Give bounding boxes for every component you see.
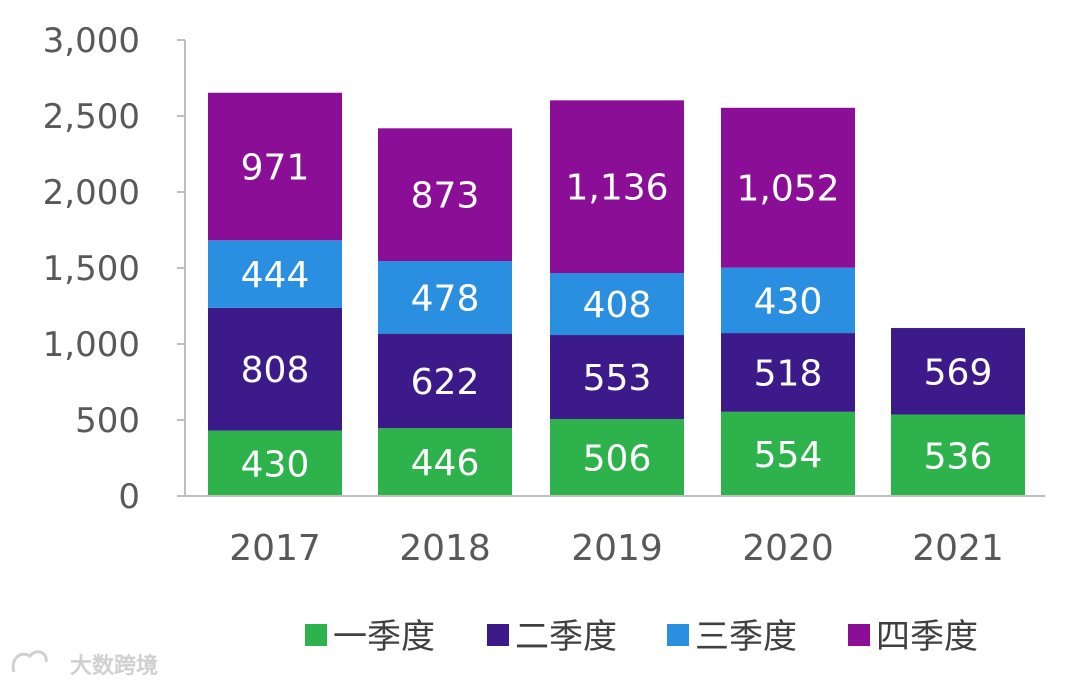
bar-segment — [378, 428, 512, 496]
x-tick-label: 2017 — [229, 528, 321, 569]
data-label: 553 — [583, 358, 652, 399]
y-tick-label: 0 — [118, 477, 140, 517]
legend-label: 三季度 — [695, 617, 797, 657]
data-label: 554 — [754, 435, 823, 476]
data-label: 518 — [754, 353, 823, 394]
data-label: 569 — [924, 352, 993, 393]
legend-label: 一季度 — [333, 617, 435, 657]
x-axis-ticks: 2017 2018 2019 2020 2021 — [229, 528, 1004, 569]
watermark-logo-icon — [11, 650, 48, 673]
bar-segment — [208, 430, 342, 496]
y-tick-label: 500 — [75, 401, 140, 441]
watermark-text: 大数跨境 — [70, 653, 158, 679]
bar-segment — [721, 411, 855, 496]
x-tick-label: 2018 — [399, 528, 491, 569]
legend-label: 四季度 — [876, 617, 978, 657]
bar-segment — [721, 107, 855, 268]
data-label: 1,136 — [565, 168, 668, 209]
bars: 430 808 444 971 446 622 478 873 506 553 408 1,136 55… — [208, 92, 1025, 496]
y-tick-label: 1,000 — [43, 325, 140, 365]
y-tick-label: 3,000 — [43, 21, 140, 61]
bar-segment — [378, 333, 512, 429]
data-label: 478 — [411, 278, 480, 319]
y-tick-label: 1,500 — [43, 249, 140, 289]
bar-segment — [550, 100, 684, 274]
x-tick-label: 2019 — [571, 528, 663, 569]
bar-segment — [891, 414, 1025, 496]
data-label: 446 — [411, 443, 480, 484]
legend-swatch — [667, 624, 689, 646]
legend-swatch — [305, 624, 327, 646]
bar-segment — [378, 128, 512, 262]
bar-segment — [721, 333, 855, 412]
bar-segment — [721, 267, 855, 334]
data-label: 1,052 — [736, 169, 839, 210]
bar-segment — [208, 240, 342, 308]
legend-swatch — [848, 624, 870, 646]
legend: 一季度 二季度 三季度 四季度 — [305, 617, 978, 657]
bar-segment — [208, 92, 342, 241]
data-label: 430 — [241, 444, 310, 485]
y-axis-ticks: 0 500 1,000 1,500 2,000 2,500 3,000 — [43, 21, 140, 517]
bar-segment — [208, 307, 342, 431]
data-label: 622 — [411, 362, 480, 403]
data-label: 408 — [583, 285, 652, 326]
data-label: 506 — [583, 439, 652, 480]
bar-segment — [550, 335, 684, 420]
data-label: 444 — [241, 255, 310, 296]
data-label: 808 — [241, 350, 310, 391]
y-tick-label: 2,500 — [43, 97, 140, 137]
bar-segment — [550, 273, 684, 336]
y-tick-label: 2,000 — [43, 173, 140, 213]
data-label: 971 — [241, 148, 310, 189]
y-axis-tick-marks — [177, 39, 185, 497]
watermark: 大数跨境 — [11, 650, 158, 679]
data-label: 873 — [411, 176, 480, 217]
bar-segment — [891, 328, 1025, 415]
x-tick-label: 2021 — [912, 528, 1004, 569]
data-label: 430 — [754, 281, 823, 322]
bar-segment — [550, 419, 684, 496]
bar-segment — [378, 261, 512, 334]
data-label: 536 — [924, 436, 993, 477]
legend-label: 二季度 — [515, 617, 617, 657]
legend-swatch — [487, 624, 509, 646]
x-tick-label: 2020 — [742, 528, 834, 569]
